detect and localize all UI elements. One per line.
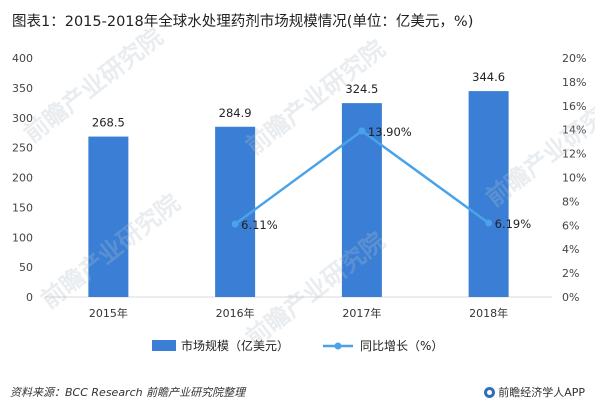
y-left-tick-label: 150 xyxy=(12,201,33,214)
line-data-label: 6.11% xyxy=(241,218,278,232)
legend-line-marker xyxy=(334,342,342,350)
bar xyxy=(341,103,382,297)
line-data-label: 6.19% xyxy=(495,217,532,231)
bar-data-label: 324.5 xyxy=(345,82,378,96)
bar-data-label: 268.5 xyxy=(92,116,125,130)
y-right-tick-label: 8% xyxy=(562,195,579,208)
y-right-tick-label: 6% xyxy=(562,219,579,232)
bar-data-label: 284.9 xyxy=(219,106,252,120)
line-point xyxy=(358,127,366,135)
legend-bar-label: 市场规模（亿美元） xyxy=(181,338,289,353)
bar xyxy=(88,136,129,297)
legend-line-label: 同比增长（%） xyxy=(360,339,443,353)
y-right-tick-label: 10% xyxy=(562,172,586,185)
y-right-tick-label: 14% xyxy=(562,124,586,137)
chart-title: 图表1：2015-2018年全球水处理药剂市场规模情况(单位：亿美元，%) xyxy=(12,14,474,30)
bar xyxy=(468,91,509,297)
bar-data-label: 344.6 xyxy=(472,70,505,84)
y-left-tick-label: 300 xyxy=(12,112,33,125)
legend-bar-swatch xyxy=(152,340,176,351)
line-point xyxy=(231,220,239,228)
source-note: 资料来源：BCC Research 前瞻产业研究院整理 xyxy=(10,386,246,399)
y-right-tick-label: 2% xyxy=(562,267,579,280)
y-left-tick-label: 250 xyxy=(12,142,33,155)
app-credit: 前瞻经济学人APP xyxy=(484,384,585,400)
app-label: 前瞻经济学人APP xyxy=(498,386,585,399)
y-right-tick-label: 4% xyxy=(562,243,579,256)
y-left-tick-label: 200 xyxy=(12,172,33,185)
y-right-tick-label: 12% xyxy=(562,148,586,161)
y-left-tick-label: 0 xyxy=(26,291,33,304)
line-point xyxy=(485,219,493,227)
y-left-tick-label: 50 xyxy=(19,261,33,274)
line-data-label: 13.90% xyxy=(368,125,412,139)
x-tick-label: 2017年 xyxy=(342,306,381,320)
y-right-tick-label: 18% xyxy=(562,76,586,89)
y-left-tick-label: 350 xyxy=(12,82,33,95)
y-right-tick-label: 20% xyxy=(562,52,586,65)
y-left-tick-label: 100 xyxy=(12,231,33,244)
y-right-tick-label: 0% xyxy=(562,291,579,304)
y-right-tick-label: 16% xyxy=(562,100,586,113)
x-tick-label: 2015年 xyxy=(89,306,128,320)
bar xyxy=(215,126,256,297)
y-left-tick-label: 400 xyxy=(12,52,33,65)
app-logo-icon xyxy=(484,386,496,398)
x-tick-label: 2016年 xyxy=(216,306,255,320)
x-tick-label: 2018年 xyxy=(469,306,508,320)
